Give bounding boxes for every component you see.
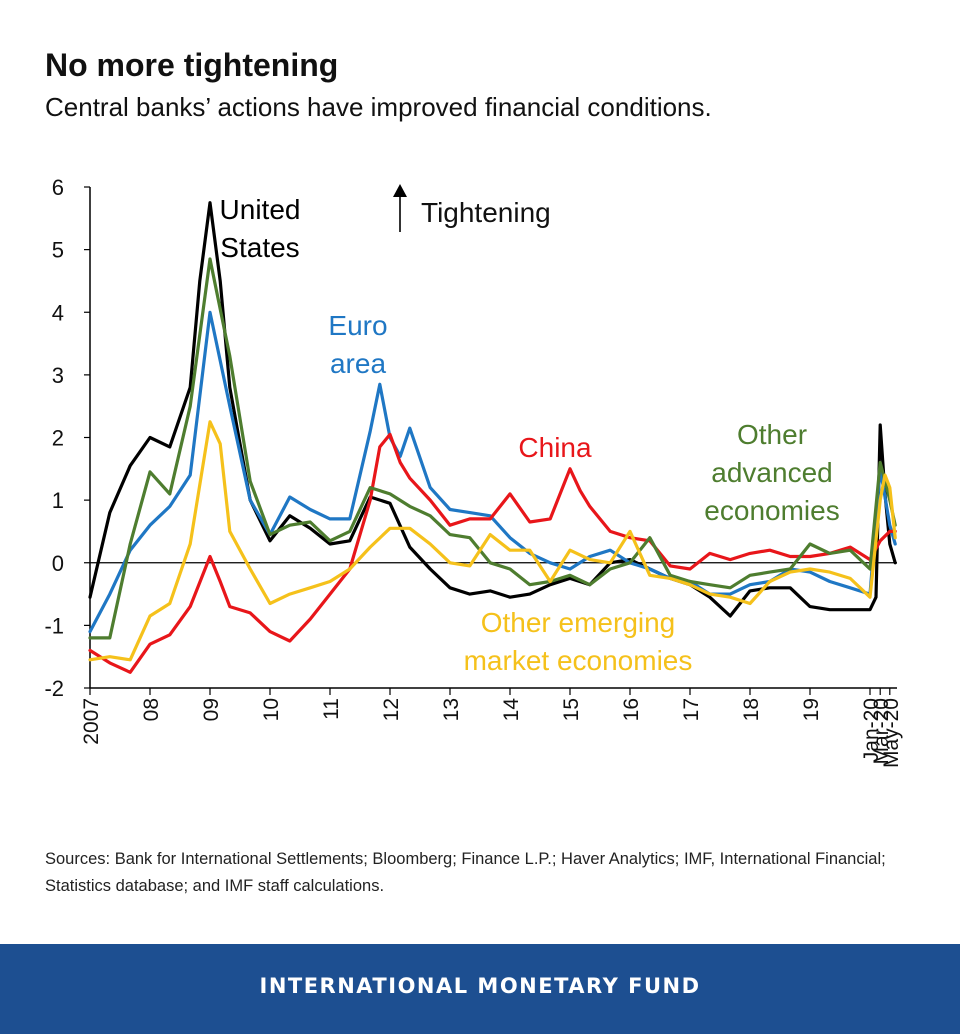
series-label: United	[220, 194, 301, 225]
label-layer: United States Euro area China Other advanced ec…	[220, 184, 840, 676]
y-tick-label: 5	[52, 238, 64, 263]
x-tick-label: 08	[140, 698, 163, 721]
x-tick-label: 12	[380, 698, 403, 721]
series-label: market economies	[464, 645, 693, 676]
series-label: Euro	[328, 310, 387, 341]
series-line-other-advanced-economies	[88, 257, 897, 640]
x-tick-label: 2007	[80, 698, 103, 745]
y-tick-label: -1	[44, 613, 64, 638]
x-tick-label: Jan-20	[860, 698, 883, 762]
x-tick-label: 19	[800, 698, 823, 721]
series-label: States	[220, 232, 299, 263]
x-tick-label: 15	[560, 698, 583, 721]
series-line-china	[88, 432, 897, 674]
series-label: area	[330, 348, 386, 379]
x-tick-label: 13	[440, 698, 463, 721]
x-tick-label: May-20	[880, 698, 903, 768]
sources-note: Sources: Bank for International Settleme…	[45, 850, 886, 895]
series-label: advanced	[711, 457, 832, 488]
x-tick-label: 09	[200, 698, 223, 721]
y-tick-label: 0	[52, 551, 64, 576]
x-tick-label: Mar-20	[870, 698, 893, 765]
y-tick-label: 3	[52, 363, 64, 388]
arrow-up-icon	[393, 184, 407, 197]
x-tick-label: 11	[320, 698, 343, 720]
series-line-united-states	[88, 201, 897, 618]
x-tick-label: 18	[740, 698, 763, 721]
series-label: Other emerging	[481, 607, 676, 638]
series-line-other-emerging-market-economies	[88, 420, 897, 662]
y-tick-label: 4	[52, 300, 64, 325]
x-tick-label: 16	[620, 698, 643, 721]
x-tick-label: 10	[260, 698, 283, 721]
x-tick-label: 14	[500, 698, 523, 722]
series-label: Other	[737, 419, 807, 450]
y-tick-label: 6	[52, 175, 64, 200]
y-tick-label: 1	[52, 488, 64, 513]
x-tick-label: 17	[680, 698, 703, 721]
tightening-annotation: Tightening	[421, 197, 551, 228]
footer-bar: INTERNATIONAL MONETARY FUND	[0, 944, 960, 1034]
chart-subtitle: Central banks’ actions have improved fin…	[45, 92, 712, 122]
series-line-euro-area	[88, 310, 897, 634]
series-label: economies	[704, 495, 839, 526]
chart-title: No more tightening	[45, 47, 339, 83]
series-layer	[88, 201, 897, 674]
y-tick-label: -2	[44, 676, 64, 701]
series-label: China	[518, 432, 592, 463]
org-name: INTERNATIONAL MONETARY FUND	[259, 974, 701, 998]
y-tick-label: 2	[52, 426, 64, 451]
